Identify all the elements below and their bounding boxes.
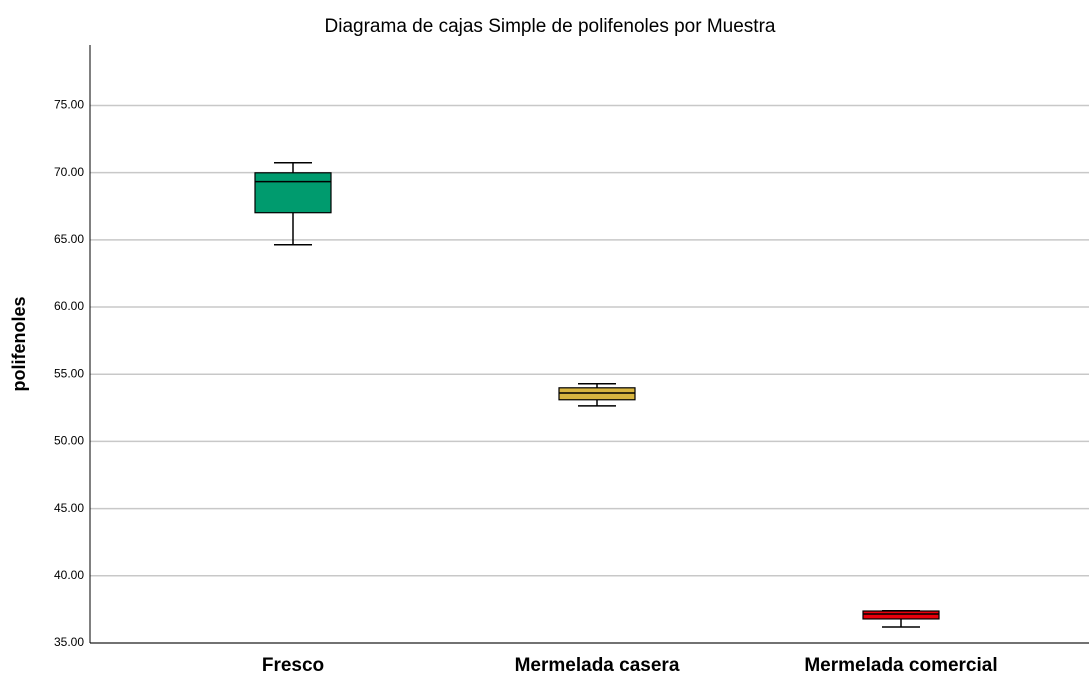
chart-title: Diagrama de cajas Simple de polifenoles … [325, 16, 776, 37]
box [254, 172, 332, 214]
box [862, 610, 940, 620]
y-tick-label: 55.00 [54, 366, 84, 380]
y-tick-label: 70.00 [54, 165, 84, 179]
y-axis-label: polifenoles [9, 296, 29, 391]
y-tick-label: 45.00 [54, 501, 84, 515]
x-tick-label: Fresco [262, 655, 324, 676]
x-tick-label: Mermelada casera [515, 655, 680, 676]
y-tick-label: 75.00 [54, 98, 84, 112]
x-tick-label: Mermelada comercial [804, 655, 997, 676]
y-tick-label: 60.00 [54, 299, 84, 313]
y-tick-label: 40.00 [54, 568, 84, 582]
y-tick-label: 65.00 [54, 232, 84, 246]
y-tick-label: 50.00 [54, 434, 84, 448]
y-tick-label: 35.00 [54, 635, 84, 649]
